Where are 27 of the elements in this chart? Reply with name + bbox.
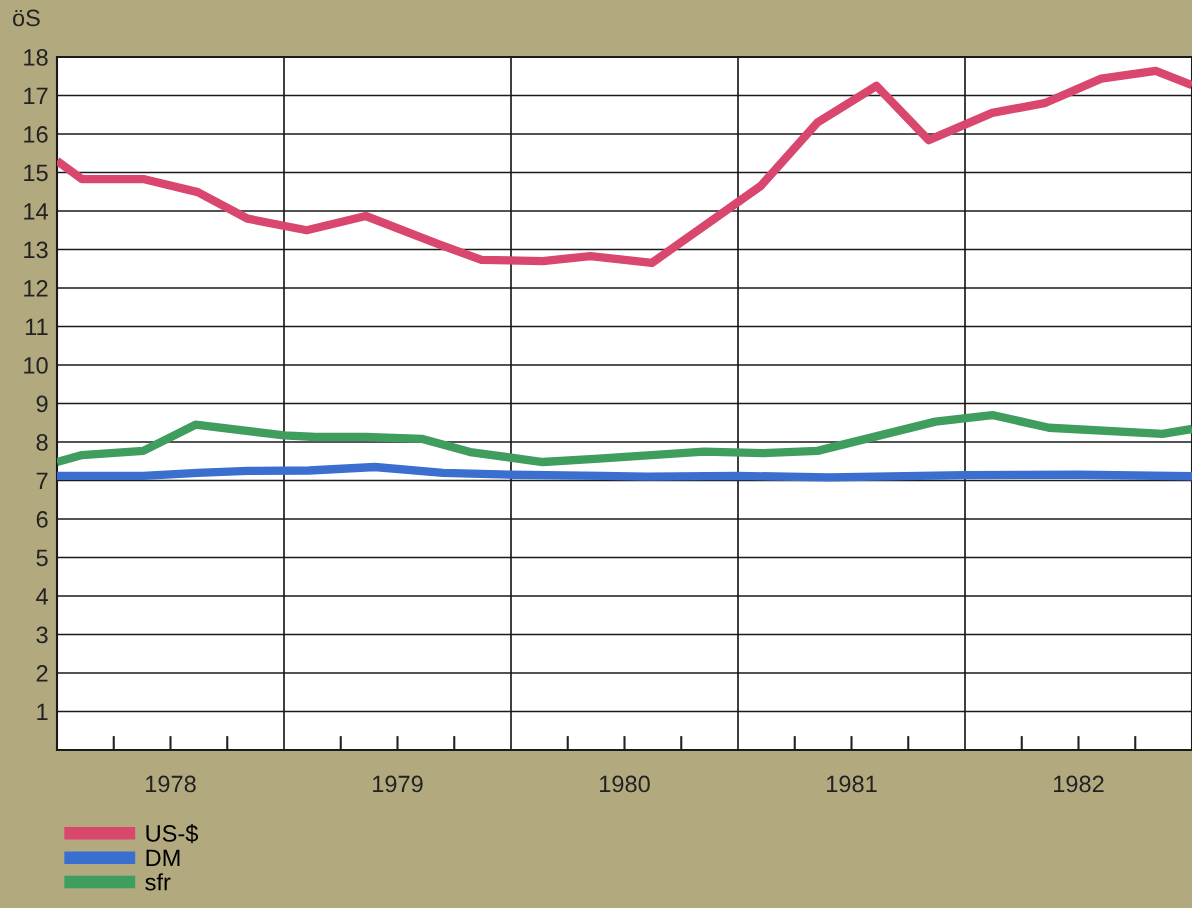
- y-tick-label: 18: [24, 49, 48, 66]
- y-tick-label: 14: [24, 203, 48, 220]
- x-tick-label: 1982: [1054, 775, 1104, 793]
- x-tick-label: 1978: [146, 775, 196, 793]
- x-tick-label: 1981: [827, 775, 877, 793]
- x-tick-label: 1980: [600, 775, 650, 793]
- y-tick-label: 17: [24, 87, 48, 105]
- y-tick-label: 10: [24, 357, 48, 374]
- y-tick-label: 13: [24, 241, 48, 259]
- y-tick-label: 7: [36, 472, 48, 490]
- y-tick-label: 2: [36, 665, 48, 682]
- legend-label: sfr: [145, 873, 171, 891]
- y-tick-label: 1: [37, 703, 48, 721]
- y-tick-label: 5: [36, 549, 48, 567]
- y-tick-label: 4: [36, 588, 48, 605]
- y-tick-label: 11: [25, 318, 48, 336]
- y-tick-label: 3: [36, 626, 48, 644]
- y-tick-label: 6: [36, 511, 48, 528]
- legend-label: DM: [146, 849, 180, 866]
- legend-label: US-$: [146, 824, 199, 844]
- y-tick-label: 9: [36, 395, 48, 413]
- x-tick-label: 1979: [373, 775, 423, 793]
- y-axis-title: öS: [12, 9, 40, 27]
- y-tick-label: 16: [24, 126, 48, 143]
- y-tick-label: 15: [24, 164, 48, 182]
- y-tick-label: 8: [36, 434, 48, 451]
- y-tick-label: 12: [24, 280, 48, 297]
